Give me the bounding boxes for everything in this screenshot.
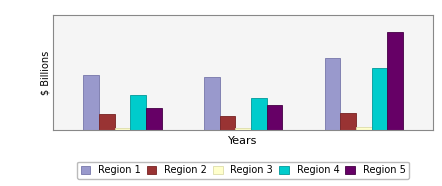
Bar [372,68,387,130]
Bar [251,98,267,130]
X-axis label: Years: Years [229,136,258,146]
Bar [324,58,340,130]
Bar [267,105,282,130]
Bar [356,127,372,130]
Y-axis label: $ Billions: $ Billions [40,50,50,95]
Bar [99,114,114,130]
Bar [340,113,356,130]
Legend: Region 1, Region 2, Region 3, Region 4, Region 5: Region 1, Region 2, Region 3, Region 4, … [77,161,409,179]
Bar [130,95,146,130]
Bar [146,108,162,130]
Bar [204,77,220,130]
Bar [114,128,130,130]
Bar [83,75,99,130]
Bar [235,128,251,130]
Bar [387,32,403,130]
Bar [220,116,235,130]
